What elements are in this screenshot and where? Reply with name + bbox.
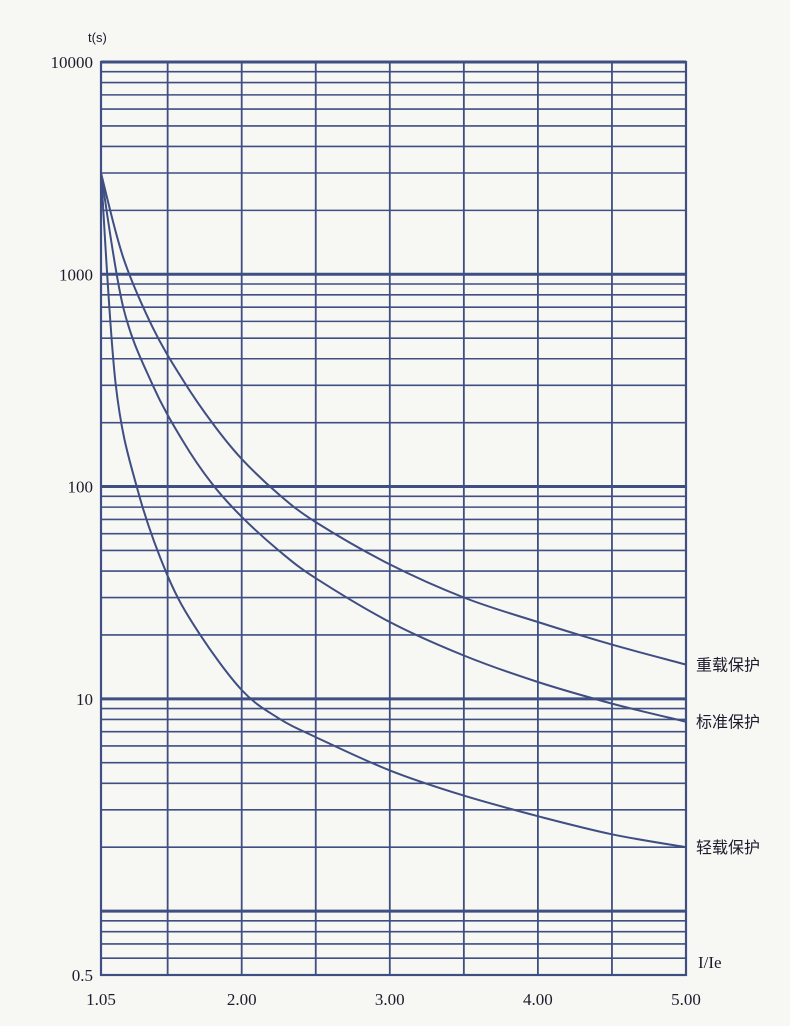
curves <box>100 172 687 849</box>
x-axis-label: I/Ie <box>698 953 722 972</box>
plot-frame <box>99 60 688 977</box>
y-tick-label: 10 <box>76 690 93 709</box>
labels: t(s) I/Ie 10000 1000 100 10 0.5 1.05 2.00 3.00 4… <box>51 30 761 1009</box>
grid <box>99 60 688 977</box>
y-tick-label: 100 <box>68 478 94 497</box>
y-tick-label: 10000 <box>51 53 94 72</box>
series-label-light: 轻载保护 <box>696 838 760 857</box>
y-tick-label: 0.5 <box>72 966 93 985</box>
series-label-heavy: 重载保护 <box>696 656 760 675</box>
series-line-heavy <box>100 172 687 666</box>
x-tick-label: 2.00 <box>227 990 257 1009</box>
series-line-standard <box>100 172 687 723</box>
x-tick-label: 3.00 <box>375 990 405 1009</box>
y-tick-label: 1000 <box>59 265 93 284</box>
x-tick-label: 4.00 <box>523 990 553 1009</box>
series-label-standard: 标准保护 <box>696 713 760 732</box>
series-line-light <box>100 172 687 849</box>
x-tick-label: 1.05 <box>86 990 116 1009</box>
y-axis-label: t(s) <box>88 30 107 45</box>
x-tick-label: 5.00 <box>671 990 701 1009</box>
